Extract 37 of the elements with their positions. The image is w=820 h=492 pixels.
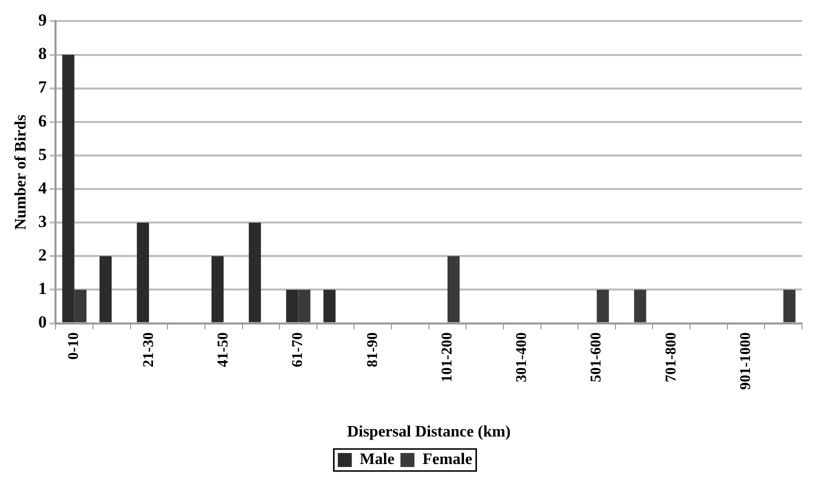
y-tick-label: 5 bbox=[38, 144, 47, 164]
x-tick-label: 501-600 bbox=[588, 332, 605, 382]
bar bbox=[298, 290, 310, 322]
y-tick-label: 6 bbox=[38, 111, 47, 130]
bar bbox=[100, 256, 112, 322]
legend-label: Female bbox=[422, 451, 472, 468]
bar bbox=[448, 256, 460, 322]
bar bbox=[74, 290, 86, 322]
x-tick-label: 101-200 bbox=[439, 332, 456, 382]
x-tick-label: 61-70 bbox=[290, 332, 306, 368]
x-tick-label: 0-10 bbox=[66, 332, 82, 360]
bar bbox=[634, 290, 646, 322]
y-tick-label: 7 bbox=[38, 78, 48, 97]
x-tick-label: 301-400 bbox=[514, 332, 530, 382]
bar bbox=[136, 222, 149, 322]
x-tick-label: 41-50 bbox=[215, 332, 232, 368]
y-tick-label: 9 bbox=[38, 10, 47, 30]
bar bbox=[323, 290, 336, 322]
y-tick-label: 1 bbox=[38, 279, 47, 298]
y-tick-label: 2 bbox=[38, 246, 47, 265]
legend-label: Male bbox=[360, 451, 394, 468]
x-tick-label: 21-30 bbox=[140, 332, 157, 368]
bar bbox=[211, 256, 224, 322]
bar bbox=[286, 290, 298, 322]
x-tick-label: 81-90 bbox=[364, 332, 381, 368]
y-tick-label: 3 bbox=[38, 212, 47, 231]
bar bbox=[596, 290, 609, 322]
x-tick-label: 901-1000 bbox=[738, 332, 754, 390]
y-tick-label: 0 bbox=[38, 312, 47, 332]
bar bbox=[248, 222, 261, 322]
bar bbox=[783, 290, 796, 322]
bar bbox=[62, 54, 74, 322]
y-tick-label: 4 bbox=[38, 178, 48, 198]
x-axis-title: Dispersal Distance (km) bbox=[347, 424, 511, 441]
y-axis-title: Number of Birds bbox=[12, 114, 30, 230]
y-tick-label: 8 bbox=[38, 44, 47, 64]
x-tick-label: 701-800 bbox=[663, 332, 680, 382]
